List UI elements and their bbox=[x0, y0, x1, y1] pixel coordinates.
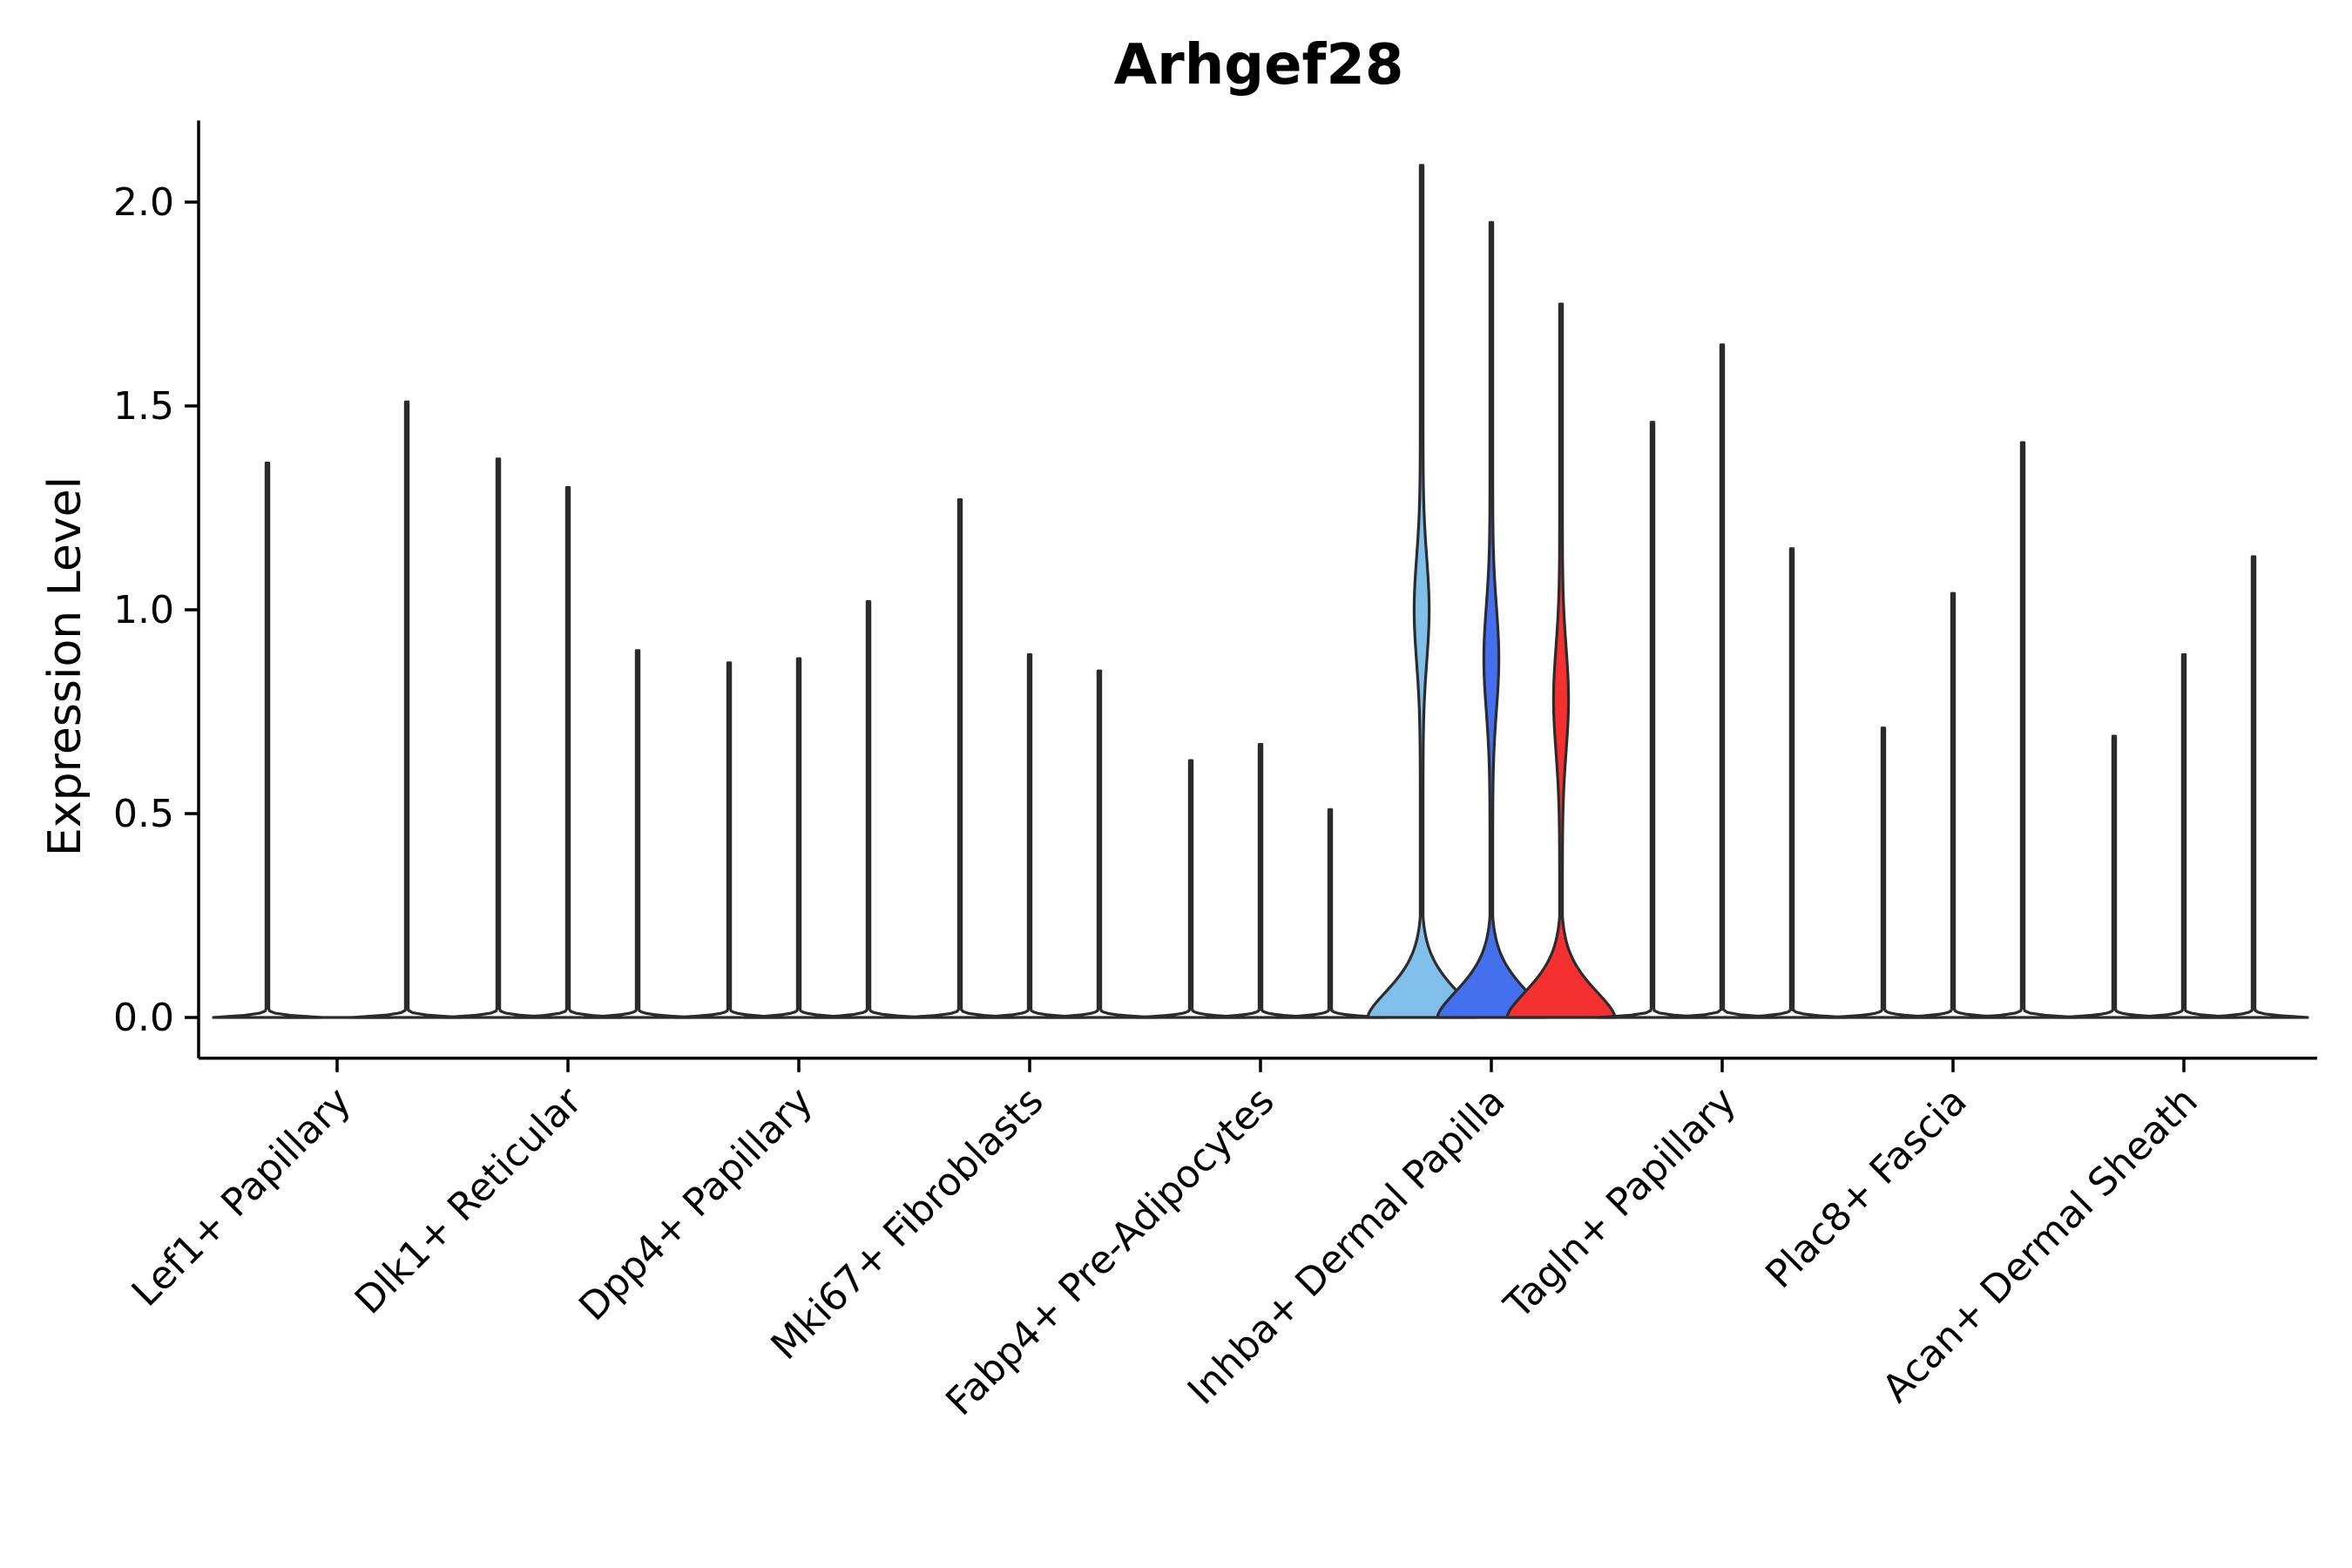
y-axis: 0.0 0.5 1.0 1.5 2.0 bbox=[113, 120, 200, 1058]
violin bbox=[351, 400, 463, 1019]
violin bbox=[813, 600, 924, 1019]
violin bbox=[1274, 808, 1386, 1019]
y-tick-label: 0.5 bbox=[113, 792, 174, 836]
y-tick-label: 1.5 bbox=[113, 384, 174, 429]
y-tick-label: 0.0 bbox=[113, 996, 174, 1040]
violin bbox=[582, 649, 693, 1019]
violin bbox=[212, 461, 323, 1019]
x-tick-label: Dlk1+ Reticular bbox=[347, 1078, 591, 1323]
x-tick-label: Tagln+ Papillary bbox=[1496, 1079, 1745, 1328]
violin bbox=[2128, 652, 2240, 1019]
violin bbox=[1044, 669, 1155, 1019]
violin bbox=[1366, 164, 1477, 1019]
y-axis-label: Expression Level bbox=[39, 476, 91, 856]
violin bbox=[1967, 441, 2078, 1019]
y-tick-label: 1.0 bbox=[113, 588, 174, 632]
violin bbox=[2198, 555, 2309, 1019]
violin bbox=[1666, 343, 1778, 1019]
violin bbox=[1736, 547, 1848, 1019]
x-tick-label: Dpp4+ Papillary bbox=[571, 1079, 821, 1330]
violin bbox=[512, 486, 624, 1019]
violin bbox=[974, 652, 1085, 1019]
chart-title: Arhgef28 bbox=[1114, 33, 1404, 98]
violin bbox=[1828, 727, 1939, 1019]
violin bbox=[1135, 759, 1247, 1019]
violin bbox=[1505, 302, 1617, 1019]
x-tick-label: Plac8+ Fascia bbox=[1757, 1079, 1976, 1298]
violin bbox=[1436, 220, 1547, 1019]
violin bbox=[1597, 421, 1708, 1019]
violin bbox=[673, 661, 785, 1019]
violin bbox=[2058, 734, 2170, 1019]
violins bbox=[212, 164, 2309, 1019]
violin bbox=[1205, 742, 1316, 1019]
x-tick-label: Lef1+ Papillary bbox=[124, 1079, 360, 1315]
violin bbox=[743, 657, 855, 1019]
violin bbox=[904, 498, 1016, 1019]
y-tick-label: 2.0 bbox=[113, 180, 174, 225]
violin bbox=[1897, 591, 2009, 1019]
violin bbox=[443, 457, 554, 1019]
